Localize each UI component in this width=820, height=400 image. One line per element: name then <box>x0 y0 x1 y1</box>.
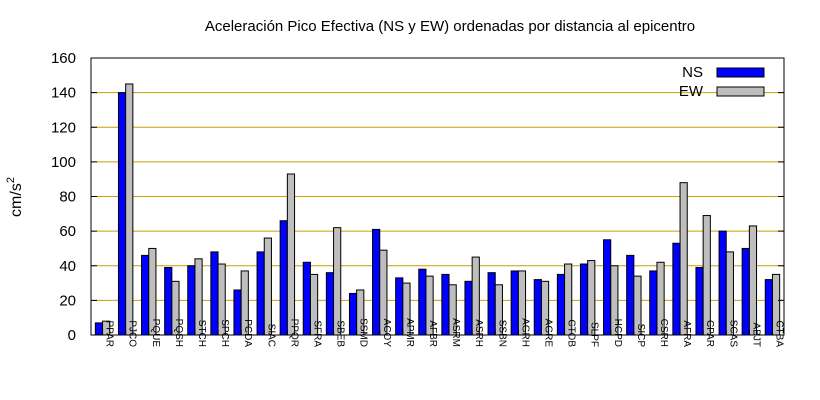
y-tick-label: 20 <box>59 292 76 309</box>
y-axis-label: cm/s2 <box>5 177 25 217</box>
y-tick-label: 40 <box>59 258 76 275</box>
legend-swatch <box>716 86 765 97</box>
bar-ns <box>256 251 265 336</box>
bar-ns <box>579 263 589 336</box>
bar-ew <box>286 173 296 336</box>
bar-ns <box>279 220 288 336</box>
x-tick-label: CSRH <box>658 319 669 347</box>
bar-ew <box>333 227 342 336</box>
legend-label: EW <box>679 83 704 100</box>
bar-ns <box>141 254 150 336</box>
bar-ns <box>741 247 750 336</box>
grid <box>91 92 784 301</box>
x-tick-label: CTOB <box>566 319 577 347</box>
bar-ns <box>348 292 358 336</box>
legend: NS EW <box>679 64 765 100</box>
bar-ew <box>748 225 758 336</box>
bar-ns <box>603 239 612 336</box>
x-tick-label: ASRM <box>450 318 461 347</box>
x-tick-label: SCAS <box>727 320 738 348</box>
y-tick-label: 100 <box>51 154 76 171</box>
bar-ns <box>395 277 404 336</box>
bar-ns <box>464 280 473 336</box>
bar-ns <box>533 279 542 336</box>
bar-ns <box>210 251 219 336</box>
x-tick-label: PQSH <box>173 319 184 347</box>
y-tick-label: 60 <box>59 223 76 240</box>
bars <box>94 83 781 336</box>
x-tick-label: SFRA <box>311 320 322 347</box>
bar-ns <box>556 273 566 336</box>
bar-ns <box>649 270 658 336</box>
x-tick-label: AGRE <box>542 319 553 348</box>
bar-ns <box>718 230 727 336</box>
bar-ns <box>233 289 242 336</box>
x-tick-label: PPAR <box>104 321 115 348</box>
bar-ns <box>487 272 496 336</box>
bar-ns <box>372 228 381 336</box>
x-tick-label: PJCO <box>127 320 138 347</box>
y-tick-label: 140 <box>51 85 76 102</box>
x-tick-label: PQUE <box>150 319 161 348</box>
x-tick-label: SPCH <box>219 319 230 347</box>
x-tick-label: HCPD <box>612 319 623 347</box>
x-tick-label: AFRA <box>681 320 692 347</box>
x-tick-label: CTBA <box>773 320 784 347</box>
x-tick-label: PPQR <box>288 319 299 347</box>
bar-ns <box>672 242 681 336</box>
plot-frame <box>90 57 785 336</box>
x-tick-label: CPAR <box>704 320 715 347</box>
bar-ns <box>418 268 427 336</box>
x-tick-label: APMR <box>404 318 415 347</box>
bar-ew <box>702 215 711 336</box>
x-tick-label: AFBR <box>427 320 438 347</box>
x-tick-label: STCH <box>196 320 207 347</box>
bar-ns <box>117 92 127 336</box>
y-tick-label: 0 <box>68 327 76 344</box>
bar-ns <box>325 272 335 336</box>
bar-ew <box>263 237 272 336</box>
bar-ns <box>695 266 704 336</box>
y-tick-label: 120 <box>51 119 76 136</box>
y-tick-label: 80 <box>59 189 76 206</box>
x-tick-label: SBEB <box>335 320 346 347</box>
legend-swatch <box>716 67 765 78</box>
bar-ew <box>679 182 688 336</box>
bar-ns <box>187 265 196 336</box>
x-tick-label: AGRH <box>519 318 530 347</box>
bar-ns <box>626 254 635 336</box>
bar-ns <box>302 261 311 336</box>
x-tick-label: SSBN <box>496 320 507 347</box>
y-tick-label: 160 <box>51 50 76 67</box>
x-tick-label: SSMD <box>358 318 369 347</box>
bar-ns <box>441 273 450 336</box>
legend-label: NS <box>682 64 703 81</box>
x-tick-label: PCDA <box>242 319 253 347</box>
bar-ns <box>764 279 773 336</box>
x-tick-label: SLPF <box>589 322 600 347</box>
bar-ns <box>94 322 104 336</box>
bar-ns <box>510 270 519 336</box>
chart-title: Aceleración Pico Efectiva (NS y EW) orde… <box>205 18 695 35</box>
x-tick-label: ACOY <box>381 319 392 348</box>
bar-ns <box>164 266 173 336</box>
x-tick-label: ASRH <box>473 319 484 347</box>
bar-ew <box>125 83 134 336</box>
